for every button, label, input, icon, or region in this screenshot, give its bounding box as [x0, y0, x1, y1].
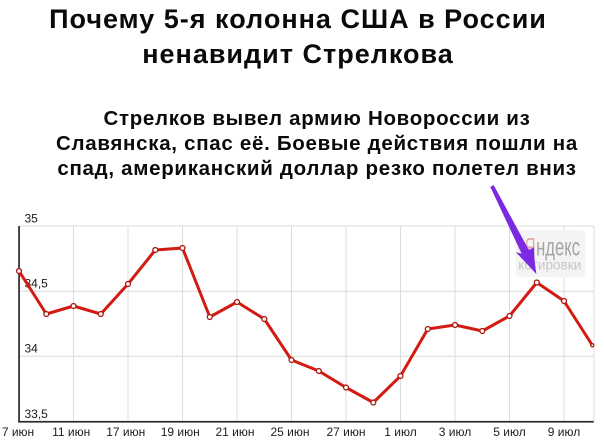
svg-text:1 июл: 1 июл: [384, 425, 416, 439]
svg-text:5 июл: 5 июл: [493, 425, 525, 439]
svg-text:25 июн: 25 июн: [270, 425, 309, 439]
svg-text:3 июл: 3 июл: [439, 425, 471, 439]
svg-text:21 июн: 21 июн: [215, 425, 254, 439]
svg-text:34: 34: [25, 342, 39, 356]
svg-text:9 июл: 9 июл: [548, 425, 580, 439]
svg-text:27 июн: 27 июн: [326, 425, 365, 439]
svg-text:19 июн: 19 июн: [161, 425, 200, 439]
svg-text:11 июн: 11 июн: [52, 425, 90, 439]
svg-text:33,5: 33,5: [25, 407, 49, 421]
svg-text:7 июн: 7 июн: [2, 425, 34, 439]
svg-text:17 июн: 17 июн: [106, 425, 145, 439]
svg-text:ндекс: ндекс: [536, 234, 580, 261]
svg-text:35: 35: [25, 211, 39, 225]
svg-text:Я: Я: [525, 234, 536, 261]
